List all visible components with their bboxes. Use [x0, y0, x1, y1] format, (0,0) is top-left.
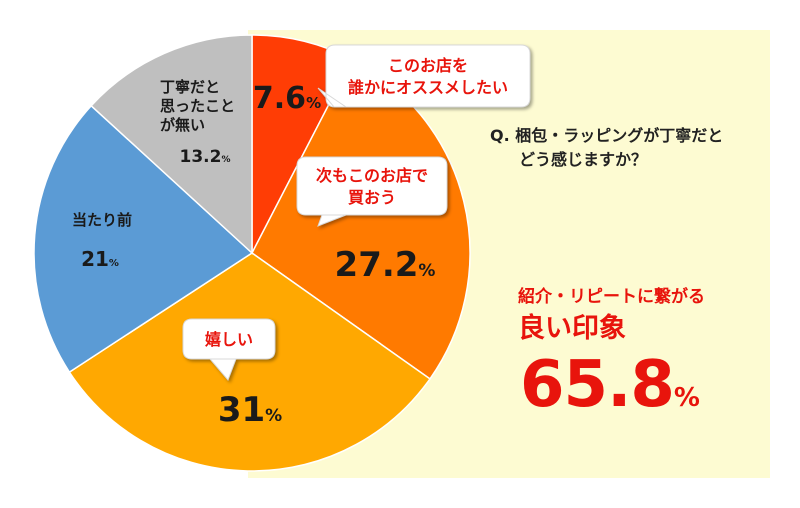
slice-label-never-careful-line-3: が無い	[160, 116, 205, 134]
callout-buy-again	[296, 156, 448, 227]
question-line-2: どう感じますか？	[519, 150, 648, 169]
callout-happy	[182, 318, 276, 381]
pie-slice-natural	[33, 104, 254, 374]
slice-label-natural: 当たり前	[72, 211, 132, 229]
highlight-total-value: 65.8	[520, 348, 675, 422]
callout-happy-shape	[182, 318, 276, 381]
callout-happy-line-1: 嬉しい	[204, 330, 253, 349]
value-label-recommend: 7.6%	[253, 81, 321, 116]
slice-label-never-careful-line-1: 丁寧だと	[160, 78, 220, 96]
callout-recommend-shape	[317, 44, 531, 108]
highlight-total-unit: %	[673, 383, 700, 413]
question-text: Q. 梱包・ラッピングが丁寧だと どう感じますか？	[490, 124, 723, 172]
question-line-1: Q. 梱包・ラッピングが丁寧だと	[490, 126, 724, 145]
callout-buy-again-shape	[296, 156, 448, 227]
highlight-total: 65.8%	[520, 348, 700, 422]
pie-slice-never-careful	[90, 34, 253, 255]
highlight-heading: 良い印象	[518, 313, 626, 344]
highlight-caption: 紹介・リピートに繋がる	[518, 287, 705, 307]
callout-recommend-line-2: 誰かにオススメしたい	[348, 78, 508, 97]
callout-buy-again-line-1: 次もこのお店で	[316, 166, 428, 185]
callout-buy-again-line-2: 買おう	[348, 188, 396, 207]
value-label-happy: 31%	[218, 390, 282, 430]
value-label-never-careful: 13.2%	[180, 147, 231, 167]
value-label-buy-again: 27.2%	[335, 245, 436, 285]
slice-label-never-careful-line-2: 思ったこと	[160, 97, 235, 115]
value-label-natural: 21%	[81, 247, 119, 271]
callout-recommend-line-1: このお店を	[388, 56, 468, 75]
callout-recommend	[317, 44, 531, 108]
pie-slice-happy	[68, 252, 432, 472]
